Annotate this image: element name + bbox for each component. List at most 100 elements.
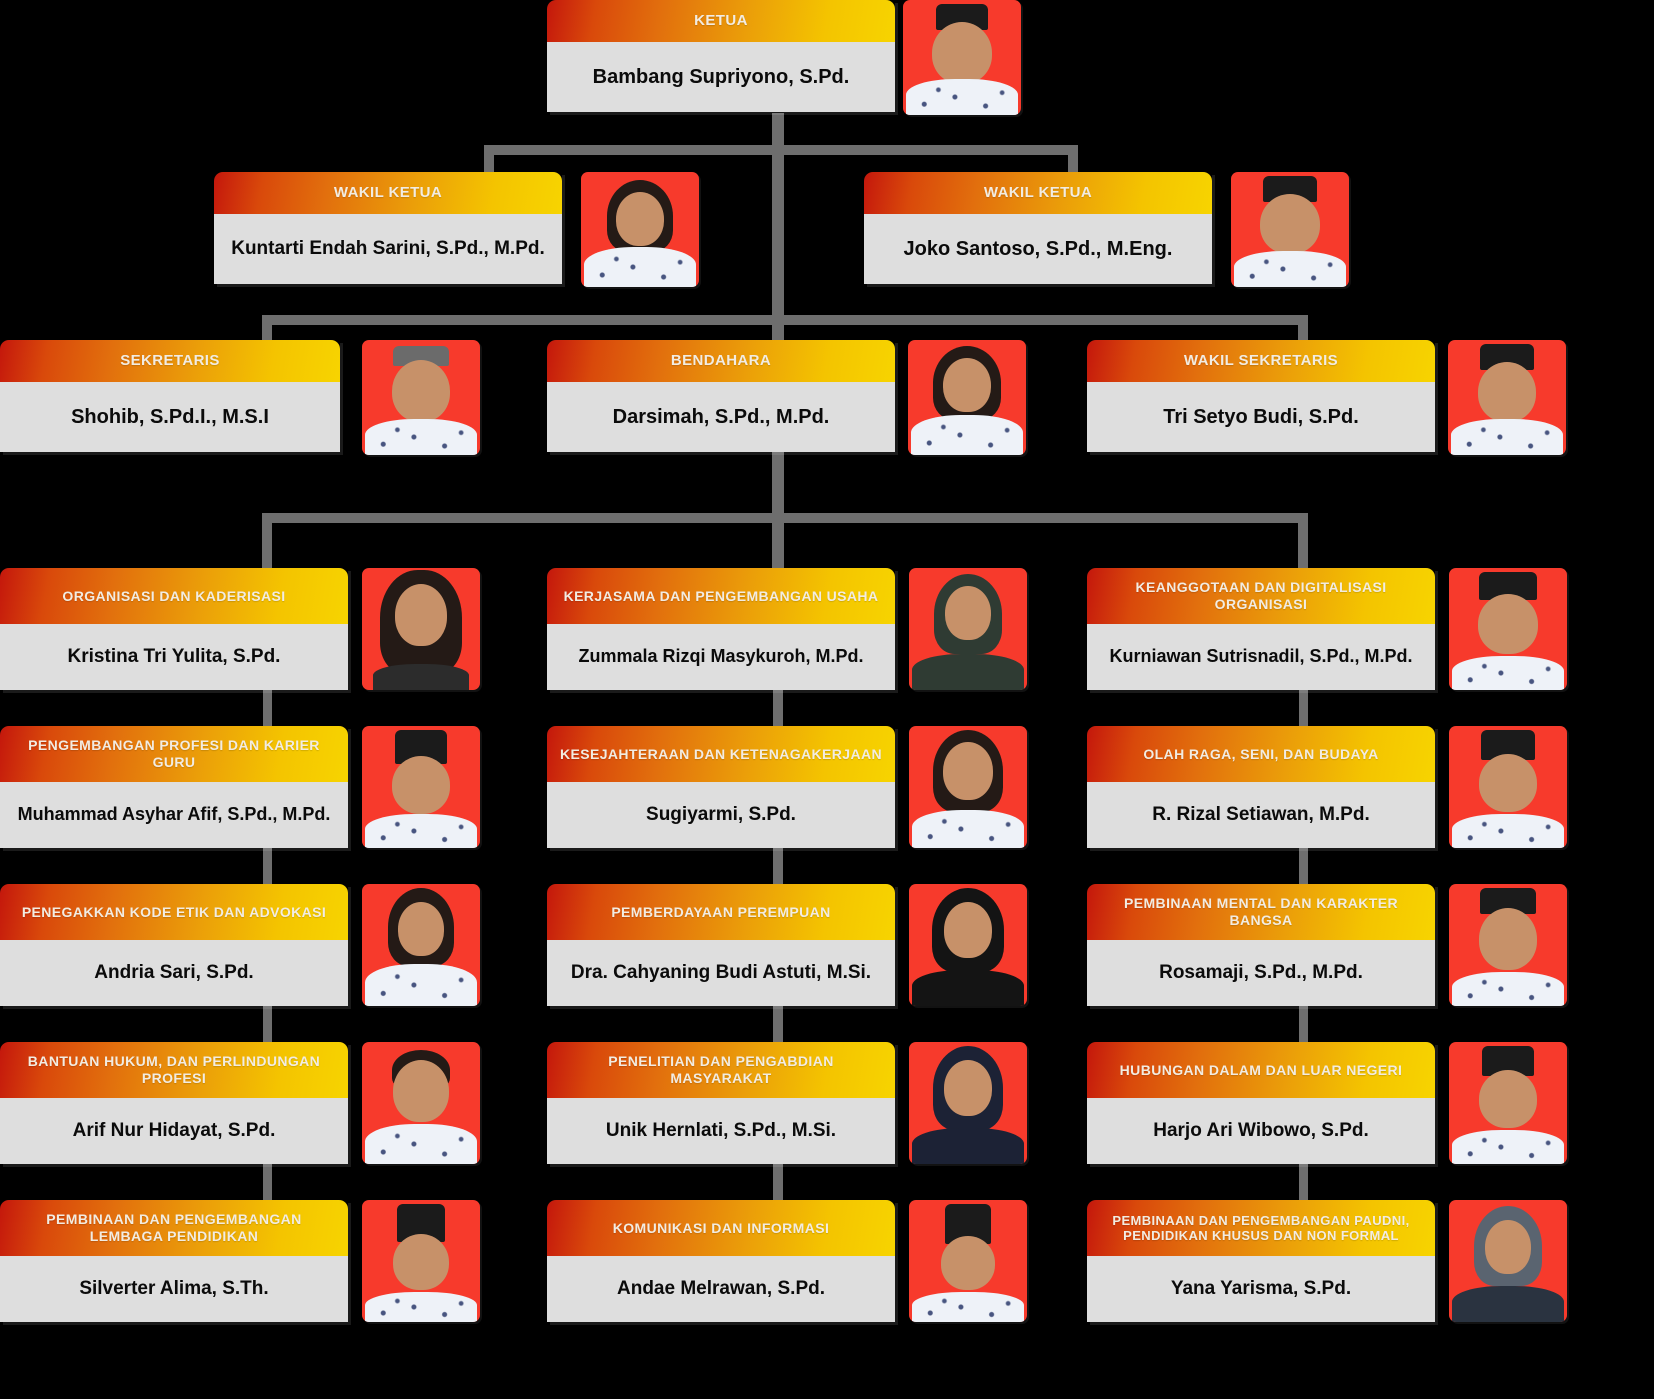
connector-right-r1-r2 (1299, 690, 1308, 732)
connector-center-r4-r5 (773, 1164, 783, 1206)
connector-ketua-down (772, 113, 784, 151)
node-title: BANTUAN HUKUM, DAN PERLINDUNGAN PROFESI (0, 1042, 348, 1098)
node-wakil-sekretaris[interactable]: WAKIL SEKRETARIS Tri Setyo Budi, S.Pd. (1087, 340, 1566, 455)
connector-right-r4-r5 (1299, 1164, 1308, 1206)
node-dept-center-2[interactable]: KESEJAHTERAAN DAN KETENAGAKERJAAN Sugiya… (547, 726, 1027, 848)
node-name: Arif Nur Hidayat, S.Pd. (0, 1098, 348, 1164)
node-name: Rosamaji, S.Pd., M.Pd. (1087, 940, 1435, 1006)
node-name: Tri Setyo Budi, S.Pd. (1087, 382, 1435, 452)
node-title: WAKIL KETUA (214, 172, 562, 214)
connector-left-r2-r3 (263, 848, 272, 890)
node-dept-left-5[interactable]: PEMBINAAN DAN PENGEMBANGAN LEMBAGA PENDI… (0, 1200, 480, 1322)
node-dept-right-2[interactable]: OLAH RAGA, SENI, DAN BUDAYA R. Rizal Set… (1087, 726, 1567, 848)
node-title: KOMUNIKASI DAN INFORMASI (547, 1200, 895, 1256)
connector-center-r2-r3 (773, 848, 783, 890)
node-name: R. Rizal Setiawan, M.Pd. (1087, 782, 1435, 848)
avatar (362, 1042, 480, 1164)
node-title: BENDAHARA (547, 340, 895, 382)
connector-center-r1-r2 (773, 690, 783, 732)
connector-bus-departments (262, 513, 1308, 523)
node-name: Kurniawan Sutrisnadil, S.Pd., M.Pd. (1087, 624, 1435, 690)
node-title: PENEGAKKAN KODE ETIK DAN ADVOKASI (0, 884, 348, 940)
connector-left-r1-r2 (263, 690, 272, 732)
connector-wakil-right-down (1068, 145, 1078, 183)
node-name: Shohib, S.Pd.I., M.S.I (0, 382, 340, 452)
node-title: WAKIL SEKRETARIS (1087, 340, 1435, 382)
avatar (909, 884, 1027, 1006)
node-bendahara[interactable]: BENDAHARA Darsimah, S.Pd., M.Pd. (547, 340, 1026, 455)
node-title: KEANGGOTAAN DAN DIGITALISASI ORGANISASI (1087, 568, 1435, 624)
node-name: Zummala Rizqi Masykuroh, M.Pd. (547, 624, 895, 690)
avatar (581, 172, 699, 287)
connector-center-r3-r4 (773, 1006, 783, 1048)
node-dept-right-4[interactable]: HUBUNGAN DALAM DAN LUAR NEGERI Harjo Ari… (1087, 1042, 1567, 1164)
node-title: KESEJAHTERAAN DAN KETENAGAKERJAAN (547, 726, 895, 782)
node-dept-center-3[interactable]: PEMBERDAYAAN PEREMPUAN Dra. Cahyaning Bu… (547, 884, 1027, 1006)
avatar (1231, 172, 1349, 287)
connector-dept-col-left-down (262, 513, 272, 568)
avatar (1449, 884, 1567, 1006)
avatar (1449, 568, 1567, 690)
connector-right-r3-r4 (1299, 1006, 1308, 1048)
connector-right-r2-r3 (1299, 848, 1308, 890)
node-dept-right-3[interactable]: PEMBINAAN MENTAL DAN KARAKTER BANGSA Ros… (1087, 884, 1567, 1006)
node-name: Joko Santoso, S.Pd., M.Eng. (864, 214, 1212, 284)
node-title: SEKRETARIS (0, 340, 340, 382)
node-dept-left-2[interactable]: PENGEMBANGAN PROFESI DAN KARIER GURU Muh… (0, 726, 480, 848)
node-name: Andria Sari, S.Pd. (0, 940, 348, 1006)
avatar (903, 0, 1021, 115)
avatar (1449, 1200, 1567, 1322)
connector-bendahara-down (772, 315, 784, 345)
avatar (362, 1200, 480, 1322)
node-title: PEMBINAAN DAN PENGEMBANGAN LEMBAGA PENDI… (0, 1200, 348, 1256)
node-name: Darsimah, S.Pd., M.Pd. (547, 382, 895, 452)
node-dept-left-3[interactable]: PENEGAKKAN KODE ETIK DAN ADVOKASI Andria… (0, 884, 480, 1006)
node-name: Kristina Tri Yulita, S.Pd. (0, 624, 348, 690)
node-name: Unik Hernlati, S.Pd., M.Si. (547, 1098, 895, 1164)
node-title: ORGANISASI DAN KADERISASI (0, 568, 348, 624)
avatar (362, 884, 480, 1006)
node-name: Silverter Alima, S.Th. (0, 1256, 348, 1322)
node-sekretaris[interactable]: SEKRETARIS Shohib, S.Pd.I., M.S.I (0, 340, 480, 455)
node-dept-center-5[interactable]: KOMUNIKASI DAN INFORMASI Andae Melrawan,… (547, 1200, 1027, 1322)
node-wakil-ketua-2[interactable]: WAKIL KETUA Joko Santoso, S.Pd., M.Eng. (864, 172, 1349, 287)
avatar (909, 726, 1027, 848)
avatar (909, 1042, 1027, 1164)
node-title: OLAH RAGA, SENI, DAN BUDAYA (1087, 726, 1435, 782)
node-name: Muhammad Asyhar Afif, S.Pd., M.Pd. (0, 782, 348, 848)
avatar (362, 568, 480, 690)
node-dept-center-1[interactable]: KERJASAMA DAN PENGEMBANGAN USAHA Zummala… (547, 568, 1027, 690)
node-dept-left-4[interactable]: BANTUAN HUKUM, DAN PERLINDUNGAN PROFESI … (0, 1042, 480, 1164)
avatar (909, 1200, 1027, 1322)
connector-dept-col-right-down (1298, 513, 1308, 568)
node-dept-right-1[interactable]: KEANGGOTAAN DAN DIGITALISASI ORGANISASI … (1087, 568, 1567, 690)
avatar (362, 340, 480, 455)
node-ketua[interactable]: KETUA Bambang Supriyono, S.Pd. (547, 0, 1021, 115)
node-wakil-ketua-1[interactable]: WAKIL KETUA Kuntarti Endah Sarini, S.Pd.… (214, 172, 699, 287)
node-name: Bambang Supriyono, S.Pd. (547, 42, 895, 112)
node-title: PEMBINAAN DAN PENGEMBANGAN PAUDNI, PENDI… (1087, 1200, 1435, 1256)
node-title: WAKIL KETUA (864, 172, 1212, 214)
connector-bus-level3 (262, 315, 1308, 325)
node-title: PENELITIAN DAN PENGABDIAN MASYARAKAT (547, 1042, 895, 1098)
avatar (1449, 1042, 1567, 1164)
node-title: KETUA (547, 0, 895, 42)
node-dept-left-1[interactable]: ORGANISASI DAN KADERISASI Kristina Tri Y… (0, 568, 480, 690)
node-dept-center-4[interactable]: PENELITIAN DAN PENGABDIAN MASYARAKAT Uni… (547, 1042, 1027, 1164)
connector-sekretaris-down (262, 315, 272, 345)
node-title: HUBUNGAN DALAM DAN LUAR NEGERI (1087, 1042, 1435, 1098)
avatar (908, 340, 1026, 455)
node-name: Yana Yarisma, S.Pd. (1087, 1256, 1435, 1322)
node-name: Kuntarti Endah Sarini, S.Pd., M.Pd. (214, 214, 562, 284)
node-name: Harjo Ari Wibowo, S.Pd. (1087, 1098, 1435, 1164)
node-dept-right-5[interactable]: PEMBINAAN DAN PENGEMBANGAN PAUDNI, PENDI… (1087, 1200, 1567, 1322)
node-name: Dra. Cahyaning Budi Astuti, M.Si. (547, 940, 895, 1006)
connector-trunk-level3 (772, 145, 784, 325)
connector-left-r4-r5 (263, 1164, 272, 1206)
connector-wakil-sekretaris-down (1298, 315, 1308, 345)
connector-left-r3-r4 (263, 1006, 272, 1048)
node-title: PENGEMBANGAN PROFESI DAN KARIER GURU (0, 726, 348, 782)
avatar (909, 568, 1027, 690)
avatar (1449, 726, 1567, 848)
